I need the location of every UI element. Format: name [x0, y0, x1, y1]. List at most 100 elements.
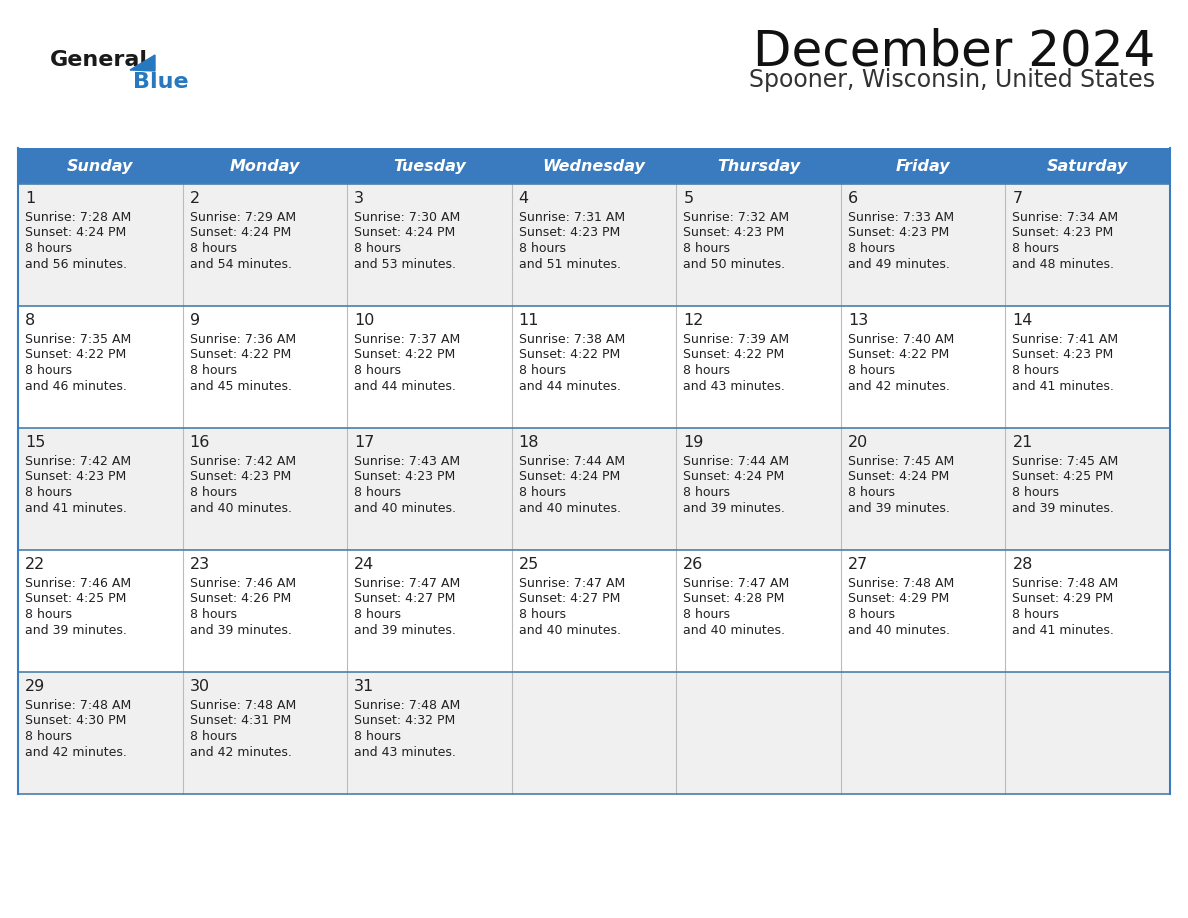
Text: Sunrise: 7:36 AM: Sunrise: 7:36 AM: [190, 333, 296, 346]
Text: Sunrise: 7:37 AM: Sunrise: 7:37 AM: [354, 333, 461, 346]
Text: Sunrise: 7:41 AM: Sunrise: 7:41 AM: [1012, 333, 1119, 346]
Text: 8 hours: 8 hours: [25, 364, 72, 377]
Text: Sunrise: 7:31 AM: Sunrise: 7:31 AM: [519, 211, 625, 224]
Text: Sunset: 4:22 PM: Sunset: 4:22 PM: [848, 349, 949, 362]
Text: Sunset: 4:25 PM: Sunset: 4:25 PM: [1012, 471, 1114, 484]
Text: Tuesday: Tuesday: [393, 159, 466, 174]
Text: 7: 7: [1012, 191, 1023, 206]
Text: Sunrise: 7:47 AM: Sunrise: 7:47 AM: [683, 577, 790, 590]
Text: Sunset: 4:24 PM: Sunset: 4:24 PM: [354, 227, 455, 240]
Text: and 56 minutes.: and 56 minutes.: [25, 258, 127, 271]
Text: 8 hours: 8 hours: [848, 608, 895, 621]
Text: and 40 minutes.: and 40 minutes.: [190, 501, 291, 514]
Text: 16: 16: [190, 435, 210, 450]
Text: Sunrise: 7:44 AM: Sunrise: 7:44 AM: [519, 455, 625, 468]
Text: and 42 minutes.: and 42 minutes.: [25, 745, 127, 758]
Text: 12: 12: [683, 313, 703, 328]
Text: Sunrise: 7:38 AM: Sunrise: 7:38 AM: [519, 333, 625, 346]
Text: Sunrise: 7:39 AM: Sunrise: 7:39 AM: [683, 333, 789, 346]
Text: 23: 23: [190, 557, 210, 572]
Text: and 41 minutes.: and 41 minutes.: [25, 501, 127, 514]
Text: and 39 minutes.: and 39 minutes.: [683, 501, 785, 514]
Text: 8 hours: 8 hours: [683, 486, 731, 499]
Text: 8: 8: [25, 313, 36, 328]
Text: Sunrise: 7:45 AM: Sunrise: 7:45 AM: [848, 455, 954, 468]
Text: and 44 minutes.: and 44 minutes.: [354, 379, 456, 393]
Text: Monday: Monday: [229, 159, 301, 174]
Text: Spooner, Wisconsin, United States: Spooner, Wisconsin, United States: [748, 68, 1155, 92]
Text: 5: 5: [683, 191, 694, 206]
Text: 14: 14: [1012, 313, 1032, 328]
Text: and 40 minutes.: and 40 minutes.: [354, 501, 456, 514]
Text: 8 hours: 8 hours: [848, 486, 895, 499]
Text: Sunset: 4:23 PM: Sunset: 4:23 PM: [25, 471, 126, 484]
Text: 18: 18: [519, 435, 539, 450]
Text: 29: 29: [25, 679, 45, 694]
Text: 6: 6: [848, 191, 858, 206]
Text: Sunset: 4:23 PM: Sunset: 4:23 PM: [190, 471, 291, 484]
Text: 8 hours: 8 hours: [354, 242, 402, 255]
Bar: [18, 550, 1170, 672]
Text: 8 hours: 8 hours: [683, 608, 731, 621]
Text: and 46 minutes.: and 46 minutes.: [25, 379, 127, 393]
Text: and 39 minutes.: and 39 minutes.: [25, 623, 127, 636]
Text: 8 hours: 8 hours: [190, 242, 236, 255]
Text: 8 hours: 8 hours: [190, 364, 236, 377]
Text: Sunset: 4:23 PM: Sunset: 4:23 PM: [519, 227, 620, 240]
Text: General: General: [50, 50, 148, 70]
Text: Sunrise: 7:28 AM: Sunrise: 7:28 AM: [25, 211, 131, 224]
Text: Sunrise: 7:48 AM: Sunrise: 7:48 AM: [25, 699, 131, 712]
Text: Sunrise: 7:46 AM: Sunrise: 7:46 AM: [190, 577, 296, 590]
Text: Sunset: 4:24 PM: Sunset: 4:24 PM: [519, 471, 620, 484]
Text: 25: 25: [519, 557, 539, 572]
Text: 8 hours: 8 hours: [25, 486, 72, 499]
Text: Sunrise: 7:48 AM: Sunrise: 7:48 AM: [848, 577, 954, 590]
Text: Sunrise: 7:30 AM: Sunrise: 7:30 AM: [354, 211, 461, 224]
Text: Sunset: 4:32 PM: Sunset: 4:32 PM: [354, 714, 455, 727]
Text: Sunrise: 7:46 AM: Sunrise: 7:46 AM: [25, 577, 131, 590]
Text: 21: 21: [1012, 435, 1032, 450]
Text: Sunrise: 7:40 AM: Sunrise: 7:40 AM: [848, 333, 954, 346]
Text: and 43 minutes.: and 43 minutes.: [683, 379, 785, 393]
Text: 8 hours: 8 hours: [1012, 486, 1060, 499]
Text: Sunset: 4:29 PM: Sunset: 4:29 PM: [848, 592, 949, 606]
Text: 8 hours: 8 hours: [848, 242, 895, 255]
Text: Sunset: 4:31 PM: Sunset: 4:31 PM: [190, 714, 291, 727]
Bar: [18, 184, 1170, 306]
Text: Sunrise: 7:48 AM: Sunrise: 7:48 AM: [1012, 577, 1119, 590]
Text: 28: 28: [1012, 557, 1032, 572]
Text: Sunset: 4:24 PM: Sunset: 4:24 PM: [848, 471, 949, 484]
Text: Sunrise: 7:44 AM: Sunrise: 7:44 AM: [683, 455, 789, 468]
Text: Sunset: 4:24 PM: Sunset: 4:24 PM: [683, 471, 784, 484]
Text: 22: 22: [25, 557, 45, 572]
Text: 9: 9: [190, 313, 200, 328]
Text: and 45 minutes.: and 45 minutes.: [190, 379, 291, 393]
Text: 8 hours: 8 hours: [519, 242, 565, 255]
Text: 17: 17: [354, 435, 374, 450]
Text: 26: 26: [683, 557, 703, 572]
Text: and 48 minutes.: and 48 minutes.: [1012, 258, 1114, 271]
Text: 4: 4: [519, 191, 529, 206]
Text: 8 hours: 8 hours: [1012, 608, 1060, 621]
Text: and 41 minutes.: and 41 minutes.: [1012, 379, 1114, 393]
Text: 8 hours: 8 hours: [354, 608, 402, 621]
Text: and 51 minutes.: and 51 minutes.: [519, 258, 620, 271]
Text: Sunrise: 7:48 AM: Sunrise: 7:48 AM: [354, 699, 461, 712]
Text: and 44 minutes.: and 44 minutes.: [519, 379, 620, 393]
Text: and 39 minutes.: and 39 minutes.: [190, 623, 291, 636]
Text: Sunrise: 7:48 AM: Sunrise: 7:48 AM: [190, 699, 296, 712]
Text: Sunset: 4:22 PM: Sunset: 4:22 PM: [683, 349, 784, 362]
Polygon shape: [129, 55, 154, 71]
Text: 8 hours: 8 hours: [354, 486, 402, 499]
Bar: [18, 306, 1170, 428]
Text: Sunset: 4:26 PM: Sunset: 4:26 PM: [190, 592, 291, 606]
Text: Sunset: 4:28 PM: Sunset: 4:28 PM: [683, 592, 784, 606]
Text: Blue: Blue: [133, 72, 189, 92]
Text: Sunset: 4:23 PM: Sunset: 4:23 PM: [1012, 227, 1113, 240]
Text: and 53 minutes.: and 53 minutes.: [354, 258, 456, 271]
Text: and 54 minutes.: and 54 minutes.: [190, 258, 291, 271]
Text: 3: 3: [354, 191, 365, 206]
Text: Sunrise: 7:47 AM: Sunrise: 7:47 AM: [519, 577, 625, 590]
Bar: [18, 672, 1170, 794]
Text: and 49 minutes.: and 49 minutes.: [848, 258, 949, 271]
